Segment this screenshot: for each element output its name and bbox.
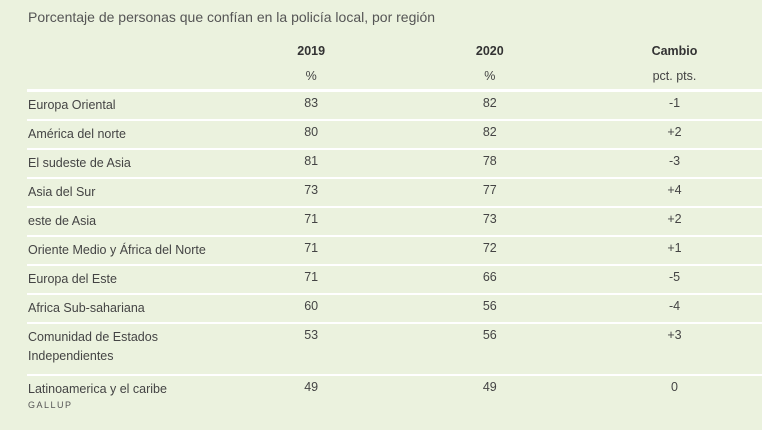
value-2019: 73	[224, 177, 398, 207]
value-2019: 81	[224, 148, 398, 178]
value-2020: 66	[397, 264, 583, 294]
table-row: Asia del Sur 73 77 +4	[27, 177, 762, 207]
region-cell: América del norte	[27, 119, 225, 149]
value-2019: 83	[224, 89, 398, 120]
header-2020: 2020	[475, 44, 504, 58]
region-cell: Comunidad de Estados Independientes	[27, 322, 225, 375]
value-2020: 56	[397, 322, 583, 375]
change-value: +2	[582, 119, 762, 149]
region-cell: Latinoamerica y el caribe	[27, 374, 225, 403]
change-value: +1	[582, 235, 762, 265]
value-2019: 80	[224, 119, 398, 149]
value-2020: 73	[397, 206, 583, 236]
value-2019: 71	[224, 264, 398, 294]
table-row: América del norte 80 82 +2	[27, 119, 762, 149]
header-row: 2019 2020 Cambio	[27, 39, 762, 63]
table-row: Europa Oriental 83 82 -1	[27, 89, 762, 120]
header-region	[27, 39, 225, 63]
data-table: 2019 2020 Cambio % % pct. pts. Europa Or…	[27, 39, 762, 403]
value-2020: 78	[397, 148, 583, 178]
value-2020: 82	[397, 119, 583, 149]
value-2020: 82	[397, 89, 583, 120]
region-cell: este de Asia	[27, 206, 225, 236]
unit-2019: %	[305, 69, 317, 83]
change-value: +3	[582, 322, 762, 375]
source-label: GALLUP	[28, 400, 73, 410]
unit-2020: %	[484, 69, 496, 83]
table-row: este de Asia 71 73 +2	[27, 206, 762, 236]
table-row: Africa Sub-sahariana 60 56 -4	[27, 293, 762, 323]
change-value: -4	[582, 293, 762, 323]
header-2019: 2019	[297, 44, 326, 58]
value-2020: 77	[397, 177, 583, 207]
table-title: Porcentaje de personas que confían en la…	[28, 9, 436, 25]
region-cell: Oriente Medio y África del Norte	[27, 235, 225, 265]
change-value: -5	[582, 264, 762, 294]
table-row: Oriente Medio y África del Norte 71 72 +1	[27, 235, 762, 265]
value-2020: 49	[397, 374, 583, 403]
change-value: -3	[582, 148, 762, 178]
region-cell: Europa Oriental	[27, 89, 225, 120]
unit-row: % % pct. pts.	[27, 63, 762, 91]
change-value: +2	[582, 206, 762, 236]
change-value: -1	[582, 89, 762, 120]
region-cell: Asia del Sur	[27, 177, 225, 207]
table-row: Europa del Este 71 66 -5	[27, 264, 762, 294]
unit-region	[27, 63, 225, 91]
table-row: El sudeste de Asia 81 78 -3	[27, 148, 762, 178]
table-row: Latinoamerica y el caribe 49 49 0	[27, 374, 762, 403]
region-cell: El sudeste de Asia	[27, 148, 225, 178]
region-cell: Africa Sub-sahariana	[27, 293, 225, 323]
value-2019: 49	[224, 374, 398, 403]
table-row: Comunidad de Estados Independientes 53 56 +…	[27, 322, 762, 375]
value-2019: 53	[224, 322, 398, 375]
value-2019: 71	[224, 206, 398, 236]
value-2019: 71	[224, 235, 398, 265]
change-value: 0	[582, 374, 762, 403]
change-value: +4	[582, 177, 762, 207]
region-cell: Europa del Este	[27, 264, 225, 294]
unit-cambio: pct. pts.	[652, 69, 697, 83]
value-2019: 60	[224, 293, 398, 323]
value-2020: 72	[397, 235, 583, 265]
header-cambio: Cambio	[651, 44, 698, 58]
value-2020: 56	[397, 293, 583, 323]
